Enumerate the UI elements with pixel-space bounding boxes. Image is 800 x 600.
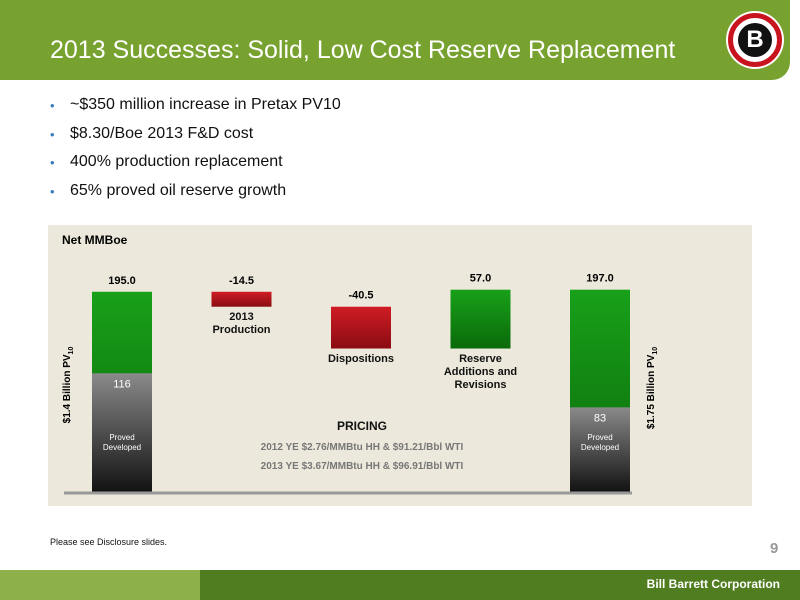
page-number: 9 [770,540,779,557]
header-band [0,0,790,80]
bar [211,291,272,307]
bullet: ~$350 million increase in Pretax PV10 [50,96,341,125]
logo-letter: B [738,23,772,57]
pv-label: $1.75 Billion PV10 [646,347,659,429]
proved-developed-bar [570,407,630,493]
category-label: Dispositions [327,352,394,365]
value-label: 195.0 [108,275,136,287]
bar [331,306,391,349]
slide-title: 2013 Successes: Solid, Low Cost Reserve … [50,36,676,64]
bullet: 400% production replacement [50,153,341,182]
proved-developed-value: 116 [113,378,131,390]
bar [450,289,511,349]
pv-label: $1.4 Billion PV10 [62,347,75,424]
company-name: Bill Barrett Corporation [646,577,780,591]
proved-developed-value: 83 [594,412,606,424]
pv-label-text: $1.75 Billion PV [646,354,657,429]
value-label: 197.0 [586,273,614,285]
footer-band [200,570,800,600]
proved-developed-label: Proved Developed [580,433,620,452]
logo: B [728,13,782,67]
bullet: 65% proved oil reserve growth [50,182,341,211]
value-label: 57.0 [470,273,491,285]
value-label: -40.5 [348,290,373,302]
category-label: Reserve Additions and Revisions [443,352,518,391]
pv-label-sub: 10 [652,347,659,355]
pricing-line: 2012 YE $2.76/MMBtu HH & $91.21/Bbl WTI [261,442,464,453]
chart-title: Net MMBoe [62,233,128,247]
pricing-line: 2013 YE $3.67/MMBtu HH & $96.91/Bbl WTI [261,461,464,472]
chart-panel [48,225,752,506]
bullet: $8.30/Boe 2013 F&D cost [50,125,341,154]
value-label: -14.5 [229,275,254,287]
disclosure-note: Please see Disclosure slides. [50,537,168,547]
pv-label-text: $1.4 Billion PV [62,354,73,423]
proved-developed-bar [92,373,152,493]
pricing-title: PRICING [337,419,387,433]
footer-band [0,570,200,600]
bullet-list: ~$350 million increase in Pretax PV10$8.… [30,96,341,210]
pv-label-sub: 10 [68,347,75,355]
proved-developed-label: Proved Developed [102,433,142,452]
category-label: 2013 Production [212,310,271,336]
